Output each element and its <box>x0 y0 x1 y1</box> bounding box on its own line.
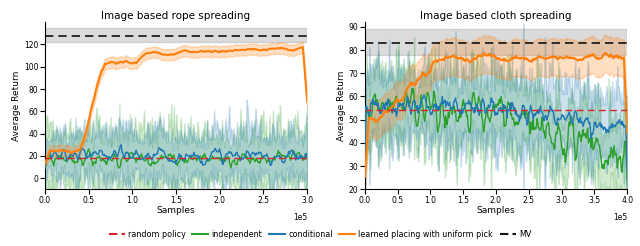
X-axis label: Samples: Samples <box>477 206 515 215</box>
Text: 1e5: 1e5 <box>613 213 627 222</box>
Text: 1e5: 1e5 <box>293 213 307 222</box>
Bar <box>45 28 307 42</box>
X-axis label: Samples: Samples <box>157 206 195 215</box>
Y-axis label: Average Return: Average Return <box>337 71 346 141</box>
Title: Image based cloth spreading: Image based cloth spreading <box>420 11 572 21</box>
Legend: random policy, independent, conditional, learned placing with uniform pick, MV: random policy, independent, conditional,… <box>106 227 534 242</box>
Y-axis label: Average Return: Average Return <box>12 71 21 141</box>
Bar <box>365 29 627 55</box>
Title: Image based rope spreading: Image based rope spreading <box>101 11 251 21</box>
